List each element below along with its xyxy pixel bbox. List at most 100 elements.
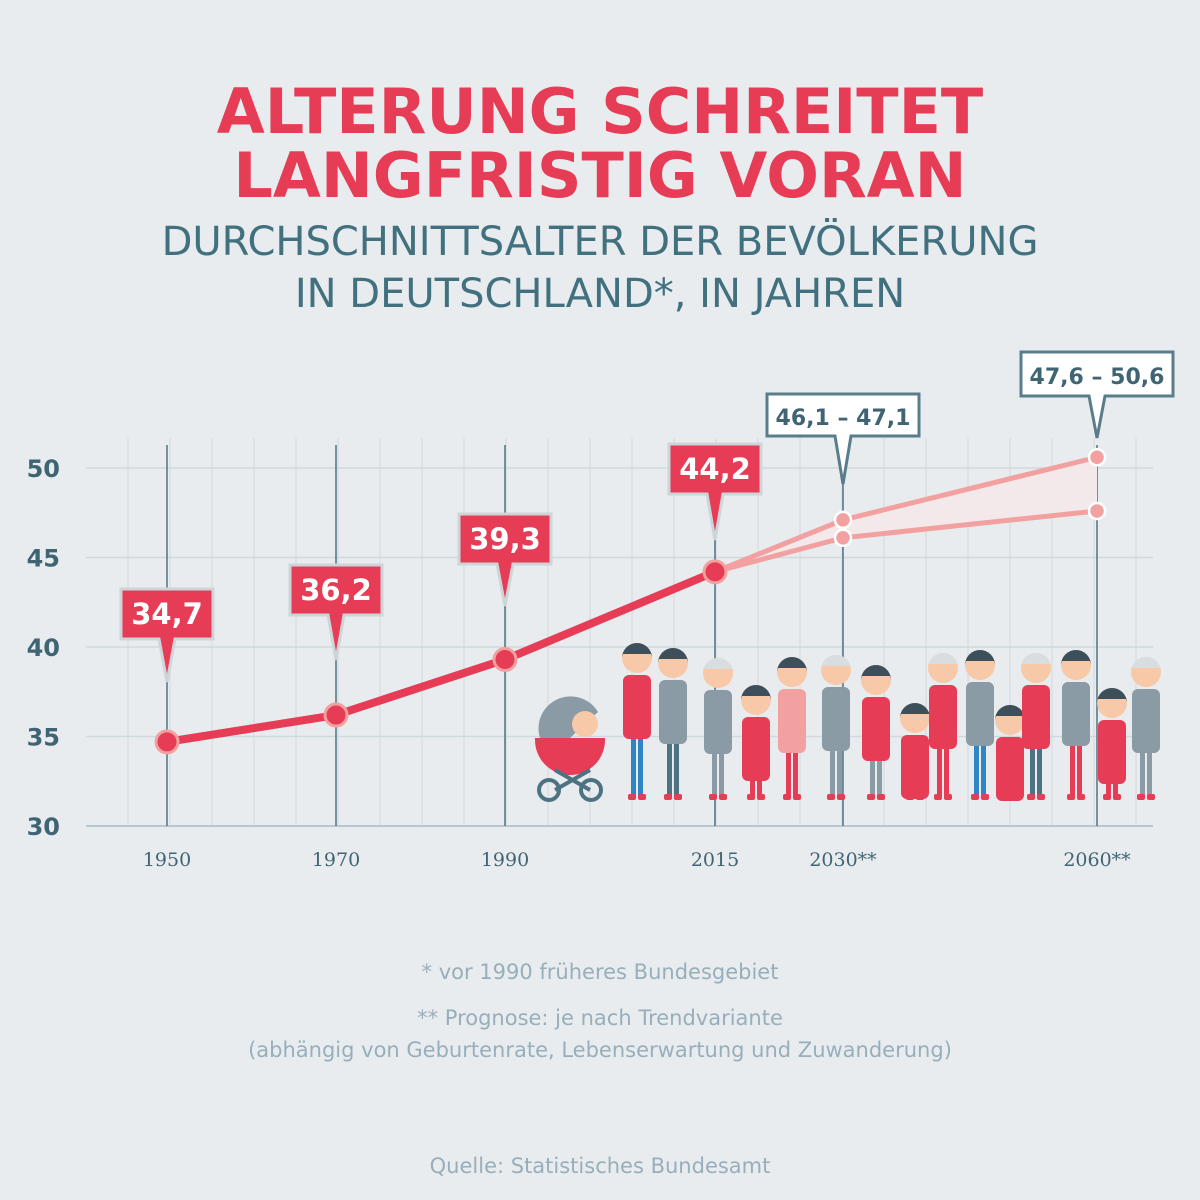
shoe (674, 794, 682, 800)
person-figure (1097, 688, 1127, 800)
y-tick-label: 40 (27, 634, 60, 662)
forecast-point (1087, 501, 1107, 521)
leg (937, 743, 942, 796)
shoe (783, 794, 791, 800)
leg (837, 745, 842, 796)
data-point (702, 559, 728, 585)
shoe (1027, 794, 1035, 800)
hair (741, 685, 771, 700)
subtitle-line-1: DURCHSCHNITTSALTER DER BEVÖLKERUNG (161, 219, 1039, 265)
person-figure (658, 648, 688, 800)
callout-text: 46,1 – 47,1 (776, 406, 911, 431)
y-tick-label: 30 (27, 813, 60, 841)
person-figure (1021, 653, 1051, 800)
stroller (535, 696, 605, 802)
leg (830, 745, 835, 796)
hair (861, 665, 891, 680)
range-label: 47,6 – 50,6 (1019, 350, 1175, 439)
torso (996, 737, 1024, 801)
shoe (827, 794, 835, 800)
footnote-1: * vor 1990 früheres Bundesgebiet (421, 960, 779, 984)
torso (862, 697, 890, 761)
x-tick-label: 1970 (312, 849, 360, 871)
shoe (1103, 794, 1111, 800)
person-figure (1131, 657, 1161, 800)
family-generations-illustration (535, 643, 1161, 802)
leg (750, 775, 755, 796)
shoe (719, 794, 727, 800)
person-figure (1061, 650, 1091, 800)
shoe (757, 794, 765, 800)
shoe (628, 794, 636, 800)
title-line-1: ALTERUNG SCHREITET (216, 75, 984, 148)
hair (1061, 650, 1091, 665)
footnote-2: ** Prognose: je nach Trendvariante (417, 1006, 783, 1030)
callout-box (119, 587, 215, 683)
callout-text: 34,7 (131, 597, 203, 631)
leg (870, 755, 875, 796)
hair (995, 705, 1025, 720)
hair (1131, 657, 1161, 672)
leg (1106, 778, 1111, 796)
shoe (709, 794, 717, 800)
shoe (1077, 794, 1085, 800)
data-label: 39,3 (457, 512, 553, 607)
data-labels: 34,7 36,2 39,3 44,2 46,1 – 47,1 47,6 – 50,6 (119, 350, 1175, 683)
shoe (638, 794, 646, 800)
shoe (1001, 794, 1009, 800)
leg (674, 738, 679, 796)
leg (638, 733, 643, 796)
footnote-3: (abhängig von Geburtenrate, Lebenserwart… (248, 1038, 952, 1062)
shoe (793, 794, 801, 800)
person-figure (622, 643, 652, 800)
person-figure (777, 657, 807, 800)
leg (757, 775, 762, 796)
leg (944, 743, 949, 796)
torso (704, 690, 732, 754)
forecast-point (833, 510, 853, 530)
data-point (154, 729, 180, 755)
x-tick-label: 2060** (1063, 849, 1131, 871)
data-point (323, 702, 349, 728)
leg (712, 748, 717, 796)
shoe (971, 794, 979, 800)
hair (965, 650, 995, 665)
leg (1140, 747, 1145, 796)
forecast-point (1087, 448, 1107, 467)
shoe (1147, 794, 1155, 800)
shoe (1137, 794, 1145, 800)
shoe (981, 794, 989, 800)
stroller-hood (538, 696, 598, 738)
callout-text: 44,2 (679, 452, 751, 486)
stroller-wheel (537, 778, 561, 802)
subtitle-line-2: IN DEUTSCHLAND*, IN JAHREN (294, 271, 906, 317)
hair (1097, 688, 1127, 703)
shoe (867, 794, 875, 800)
callout-box (1019, 350, 1175, 439)
person-figure (965, 650, 995, 800)
callout-text: 47,6 – 50,6 (1030, 365, 1165, 390)
leg (1113, 778, 1118, 796)
torso (1132, 689, 1160, 753)
series-line-actual (163, 567, 719, 746)
baby-head (572, 711, 598, 737)
hair (821, 655, 851, 670)
callout-text: 39,3 (469, 522, 541, 556)
person-figure (928, 653, 958, 800)
shoe (1113, 794, 1121, 800)
torso (1098, 720, 1126, 784)
torso (659, 680, 687, 744)
hair (900, 703, 930, 718)
hair (658, 648, 688, 663)
shoe (1011, 794, 1019, 800)
torso (623, 675, 651, 739)
torso (1022, 685, 1050, 749)
footnotes: * vor 1990 früheres Bundesgebiet ** Prog… (0, 956, 1200, 1066)
forecast-point (833, 528, 853, 548)
data-point (492, 647, 518, 673)
leg (1147, 747, 1152, 796)
leg (877, 755, 882, 796)
torso (929, 685, 957, 749)
data-label: 36,2 (288, 563, 384, 661)
